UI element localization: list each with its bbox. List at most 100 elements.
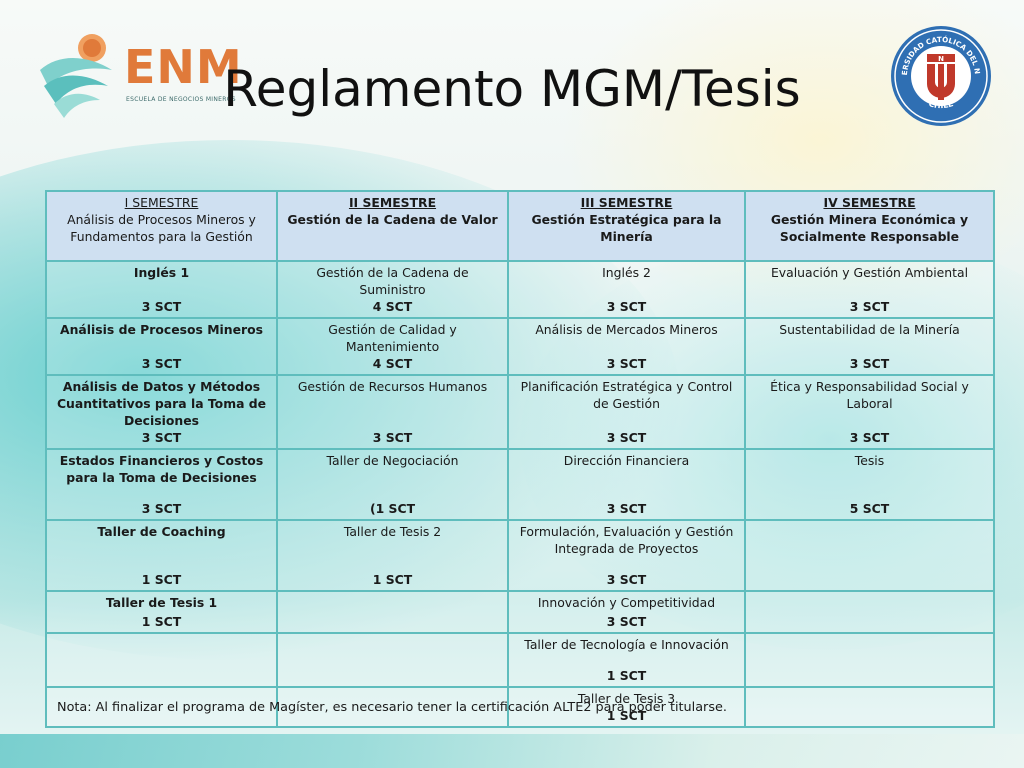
table-row: Taller de Tesis 1 1 SCT Innovación y Compe…	[45, 590, 995, 634]
course-cell: Gestión de la Cadena de Suministro 4 SCT	[276, 260, 509, 319]
course-cell: Tesis 5 SCT	[744, 448, 995, 521]
course-name: Taller de Tecnología e Innovación	[524, 637, 729, 652]
course-credits: 3 SCT	[849, 430, 890, 445]
header-semester-2: II SEMESTRE Gestión de la Cadena de Valo…	[276, 190, 509, 262]
course-credits: 1 SCT	[372, 572, 413, 587]
course-name: Taller de Tesis 1	[105, 595, 218, 610]
svg-text:N: N	[938, 55, 944, 63]
course-cell: Análisis de Procesos Mineros 3 SCT	[45, 317, 278, 376]
table-row: Taller de Coaching 1 SCT Taller de Tesis 2…	[45, 519, 995, 592]
course-cell	[276, 632, 509, 688]
course-cell-content: Análisis de Procesos Mineros 3 SCT	[51, 321, 272, 372]
table-row: Taller de Tecnología e Innovación 1 SCT	[45, 632, 995, 688]
course-name: Formulación, Evaluación y Gestión Integr…	[519, 524, 734, 556]
slide-title: Reglamento MGM/Tesis	[223, 60, 801, 118]
course-cell: Planificación Estratégica y Control de G…	[507, 374, 746, 450]
course-cell-content: Inglés 1 3 SCT	[51, 264, 272, 315]
course-name: Análisis de Procesos Mineros	[60, 322, 263, 337]
course-cell-content: Taller de Tecnología e Innovación 1 SCT	[513, 636, 740, 684]
course-credits: 3 SCT	[606, 614, 647, 629]
course-cell	[744, 519, 995, 592]
course-credits: 3 SCT	[141, 299, 182, 314]
course-cell-content	[51, 636, 272, 684]
course-cell-content: Inglés 2 3 SCT	[513, 264, 740, 315]
course-credits: 4 SCT	[372, 299, 413, 314]
course-cell: Ética y Responsabilidad Social y Laboral…	[744, 374, 995, 450]
semester-1-subtitle: Análisis de Procesos Mineros y Fundament…	[67, 212, 256, 244]
table-row: Análisis de Procesos Mineros 3 SCT Gestión…	[45, 317, 995, 376]
semester-4-subtitle: Gestión Minera Económica y Socialmente R…	[770, 212, 969, 244]
course-cell: Análisis de Datos y Métodos Cuantitativo…	[45, 374, 278, 450]
course-name: Taller de Tesis 2	[343, 524, 442, 539]
semester-3-subtitle: Gestión Estratégica para la Minería	[531, 212, 722, 244]
course-cell-content: Innovación y Competitividad 3 SCT	[513, 594, 740, 630]
course-cell-content: Planificación Estratégica y Control de G…	[513, 378, 740, 446]
course-cell	[276, 590, 509, 634]
course-credits: 3 SCT	[849, 356, 890, 371]
course-credits: 3 SCT	[606, 299, 647, 314]
enm-logo: ENM ESCUELA DE NEGOCIOS MINEROS	[34, 30, 264, 120]
course-cell-content: Análisis de Datos y Métodos Cuantitativo…	[51, 378, 272, 446]
course-cell-content: Análisis de Mercados Mineros 3 SCT	[513, 321, 740, 372]
course-cell: Taller de Tecnología e Innovación 1 SCT	[507, 632, 746, 688]
header-semester-3: III SEMESTRE Gestión Estratégica para la…	[507, 190, 746, 262]
course-name: Tesis	[854, 453, 885, 468]
course-name: Inglés 1	[133, 265, 190, 280]
course-cell-content: Taller de Tesis 2 1 SCT	[282, 523, 503, 588]
course-credits: 3 SCT	[141, 501, 182, 516]
course-cell	[744, 632, 995, 688]
course-cell: Taller de Tesis 3 1 SCT	[507, 686, 746, 728]
course-cell-content	[282, 594, 503, 630]
course-cell-content: Ética y Responsabilidad Social y Laboral…	[750, 378, 989, 446]
course-credits: 3 SCT	[606, 356, 647, 371]
semester-1-label: I SEMESTRE	[124, 195, 199, 210]
course-credits: (1 SCT	[369, 501, 416, 516]
table-row: Análisis de Datos y Métodos Cuantitativo…	[45, 374, 995, 450]
course-cell-content: Estados Financieros y Costos para la Tom…	[51, 452, 272, 517]
course-cell: Inglés 2 3 SCT	[507, 260, 746, 319]
course-cell-content	[750, 594, 989, 630]
curriculum-table: I SEMESTRE Análisis de Procesos Mineros …	[45, 190, 995, 728]
course-name: Evaluación y Gestión Ambiental	[770, 265, 969, 280]
course-cell: Innovación y Competitividad 3 SCT	[507, 590, 746, 634]
course-name: Taller de Coaching	[97, 524, 226, 539]
course-name: Análisis de Datos y Métodos Cuantitativo…	[56, 379, 267, 428]
course-credits: 1 SCT	[606, 668, 647, 683]
course-name: Estados Financieros y Costos para la Tom…	[59, 453, 264, 485]
course-name: Ética y Responsabilidad Social y Laboral	[770, 379, 969, 411]
course-cell: Gestión de Calidad y Mantenimiento 4 SCT	[276, 317, 509, 376]
course-name: Taller de Negociación	[326, 453, 459, 468]
header-row: I SEMESTRE Análisis de Procesos Mineros …	[45, 190, 995, 262]
course-credits: 3 SCT	[606, 572, 647, 587]
course-cell: Taller de Tesis 2 1 SCT	[276, 519, 509, 592]
course-cell	[45, 632, 278, 688]
enm-logo-subtitle: ESCUELA DE NEGOCIOS MINEROS	[126, 96, 236, 103]
course-cell-content: Tesis 5 SCT	[750, 452, 989, 517]
course-cell-content: Sustentabilidad de la Minería 3 SCT	[750, 321, 989, 372]
curriculum-table-container: I SEMESTRE Análisis de Procesos Mineros …	[45, 190, 995, 728]
svg-text:CHILE: CHILE	[928, 99, 955, 110]
course-cell: Taller de Coaching 1 SCT	[45, 519, 278, 592]
course-credits: 3 SCT	[141, 356, 182, 371]
course-cell-content: Dirección Financiera 3 SCT	[513, 452, 740, 517]
header-semester-1: I SEMESTRE Análisis de Procesos Mineros …	[45, 190, 278, 262]
seal-text-bottom: CHILE	[928, 99, 955, 110]
course-credits: 4 SCT	[372, 356, 413, 371]
course-cell	[276, 686, 509, 728]
course-cell-content	[750, 690, 989, 724]
course-credits: 3 SCT	[606, 430, 647, 445]
course-credits: 1 SCT	[606, 708, 647, 723]
course-name: Gestión de la Cadena de Suministro	[316, 265, 469, 297]
course-cell	[744, 590, 995, 634]
course-credits: 1 SCT	[141, 572, 182, 587]
course-cell: Taller de Negociación (1 SCT	[276, 448, 509, 521]
table-row: Taller de Tesis 3 1 SCT	[45, 686, 995, 728]
course-cell: Inglés 1 3 SCT	[45, 260, 278, 319]
course-name: Gestión de Calidad y Mantenimiento	[328, 322, 457, 354]
course-name: Análisis de Mercados Mineros	[535, 322, 718, 337]
course-cell	[744, 686, 995, 728]
course-credits: 3 SCT	[141, 430, 182, 445]
course-cell-content: Taller de Tesis 1 1 SCT	[51, 594, 272, 630]
course-credits: 5 SCT	[849, 501, 890, 516]
course-credits: 1 SCT	[141, 614, 182, 629]
